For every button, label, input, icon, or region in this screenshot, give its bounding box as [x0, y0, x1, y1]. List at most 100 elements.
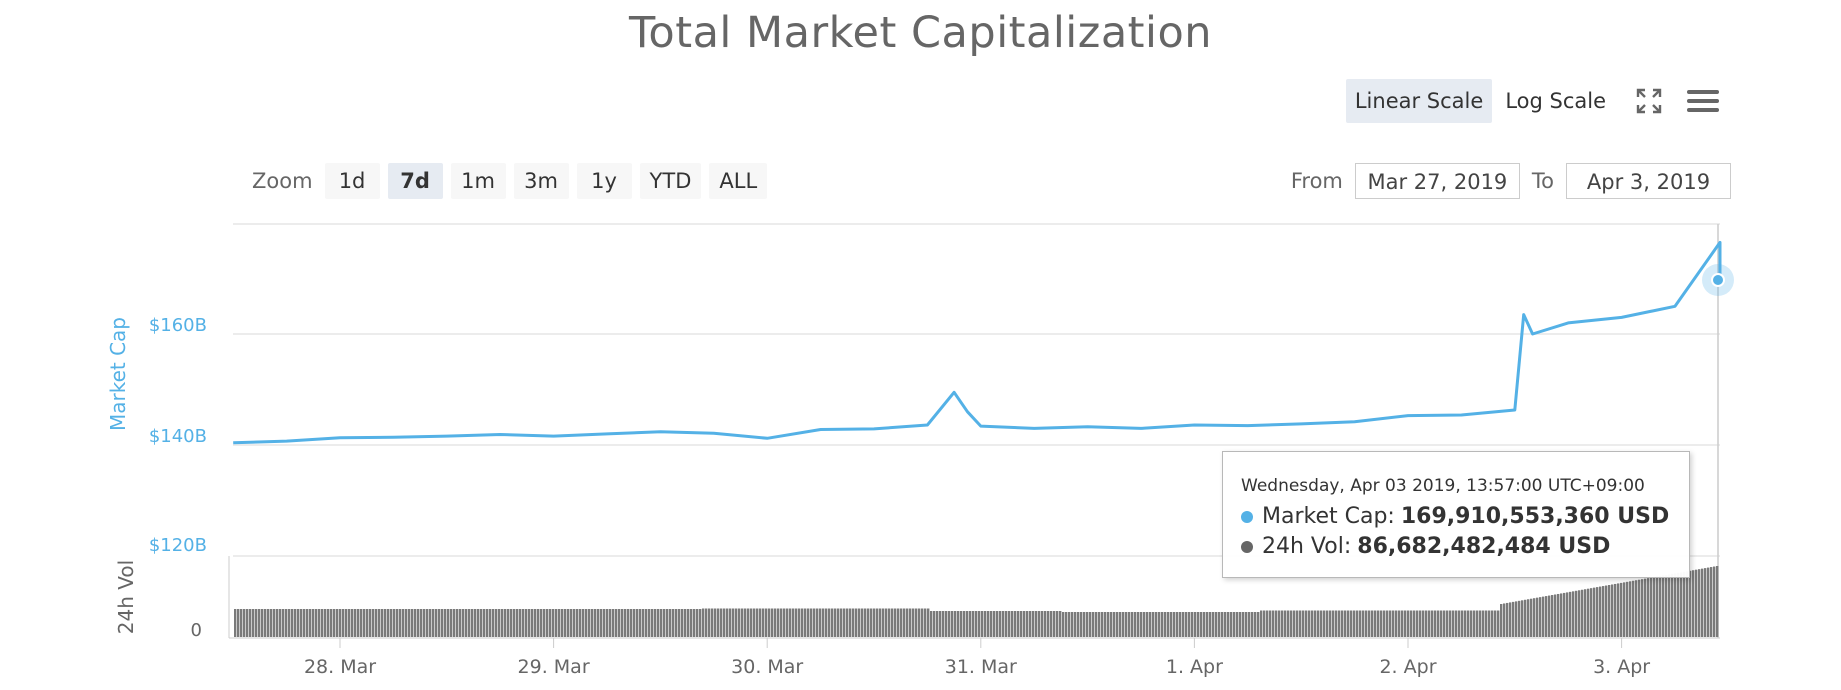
from-date-input[interactable]: Mar 27, 2019 [1354, 163, 1520, 199]
volume-bar [477, 609, 480, 637]
volume-bar [1107, 612, 1110, 637]
hamburger-menu-icon[interactable] [1683, 81, 1723, 121]
volume-bar [1023, 611, 1026, 637]
volume-bar [1716, 566, 1719, 637]
zoom-3m-button[interactable]: 3m [513, 163, 569, 199]
volume-bar [459, 609, 462, 637]
volume-bar [1218, 612, 1221, 637]
volume-bar [1068, 612, 1071, 637]
volume-bar [846, 608, 849, 637]
volume-bar [411, 609, 414, 637]
zoom-7d-button[interactable]: 7d [387, 163, 443, 199]
volume-bar [1428, 610, 1431, 637]
volume-bar [1032, 611, 1035, 637]
volume-bar [1182, 612, 1185, 637]
x-tick-label: 3. Apr [1593, 656, 1650, 678]
volume-bar [936, 611, 939, 637]
volume-bar [1527, 599, 1530, 637]
volume-bar [1452, 610, 1455, 637]
volume-bar [1296, 610, 1299, 637]
volume-bar [1050, 611, 1053, 637]
volume-bar [1047, 611, 1050, 637]
volume-bar [552, 609, 555, 637]
volume-bar [1221, 612, 1224, 637]
volume-bar [1200, 612, 1203, 637]
volume-bar [1119, 612, 1122, 637]
volume-bar [636, 609, 639, 637]
volume-bar [333, 609, 336, 637]
volume-bar [1662, 575, 1665, 637]
volume-bar [990, 611, 993, 637]
volume-bar [612, 609, 615, 637]
volume-bar [603, 609, 606, 637]
volume-bar [1599, 586, 1602, 637]
volume-bar [765, 608, 768, 637]
zoom-1d-button[interactable]: 1d [324, 163, 380, 199]
volume-bar [1293, 610, 1296, 637]
volume-bar [1095, 612, 1098, 637]
fullscreen-icon[interactable] [1629, 81, 1669, 121]
volume-bar [1389, 610, 1392, 637]
volume-bar [1248, 612, 1251, 637]
volume-bar [585, 609, 588, 637]
volume-bar [1284, 610, 1287, 637]
volume-bar [1164, 612, 1167, 637]
volume-bar [1245, 612, 1248, 637]
volume-bar [696, 609, 699, 637]
volume-bar [822, 608, 825, 637]
volume-bar [927, 608, 930, 637]
volume-bar [435, 609, 438, 637]
zoom-1m-button[interactable]: 1m [450, 163, 506, 199]
volume-bar [471, 609, 474, 637]
volume-bar [531, 609, 534, 637]
volume-bar [669, 609, 672, 637]
zoom-ytd-button[interactable]: YTD [639, 163, 702, 199]
volume-bar [1239, 612, 1242, 637]
volume-bar [1173, 612, 1176, 637]
log-scale-button[interactable]: Log Scale [1505, 89, 1606, 113]
volume-bar [690, 609, 693, 637]
volume-bar [1011, 611, 1014, 637]
volume-bar [678, 609, 681, 637]
volume-bar [1422, 610, 1425, 637]
volume-bar [1683, 571, 1686, 637]
tooltip-label: 24h Vol: [1262, 534, 1352, 559]
volume-bar [453, 609, 456, 637]
to-date-input[interactable]: Apr 3, 2019 [1566, 163, 1731, 199]
volume-bar [1677, 572, 1680, 637]
volume-bar [1089, 612, 1092, 637]
x-tick-label: 29. Mar [518, 656, 590, 678]
volume-bar [735, 608, 738, 637]
volume-bar [1605, 585, 1608, 637]
volume-bar [270, 609, 273, 637]
volume-bar [1497, 610, 1500, 637]
volume-bar [1512, 601, 1515, 637]
volume-bar [1086, 612, 1089, 637]
volume-bar [1233, 612, 1236, 637]
volume-bar [336, 609, 339, 637]
volume-bar [813, 608, 816, 637]
hover-point[interactable] [1711, 273, 1725, 287]
volume-bar [468, 609, 471, 637]
linear-scale-button[interactable]: Linear Scale [1345, 79, 1493, 123]
volume-bar [537, 609, 540, 637]
volume-bar [1224, 612, 1227, 637]
volume-bar [816, 608, 819, 637]
volume-bar [1122, 612, 1125, 637]
volume-bar [954, 611, 957, 637]
zoom-1y-button[interactable]: 1y [576, 163, 632, 199]
volume-bar [1446, 610, 1449, 637]
volume-bar [1359, 610, 1362, 637]
volume-bar [885, 608, 888, 637]
volume-bar [1542, 596, 1545, 637]
volume-bar [1638, 579, 1641, 637]
volume-bar [978, 611, 981, 637]
volume-bar [738, 608, 741, 637]
volume-bar [1083, 612, 1086, 637]
grid-lines [228, 223, 1720, 639]
volume-bar [750, 608, 753, 637]
zoom-all-button[interactable]: ALL [709, 163, 768, 199]
volume-bar [1470, 610, 1473, 637]
volume-bar [867, 608, 870, 637]
